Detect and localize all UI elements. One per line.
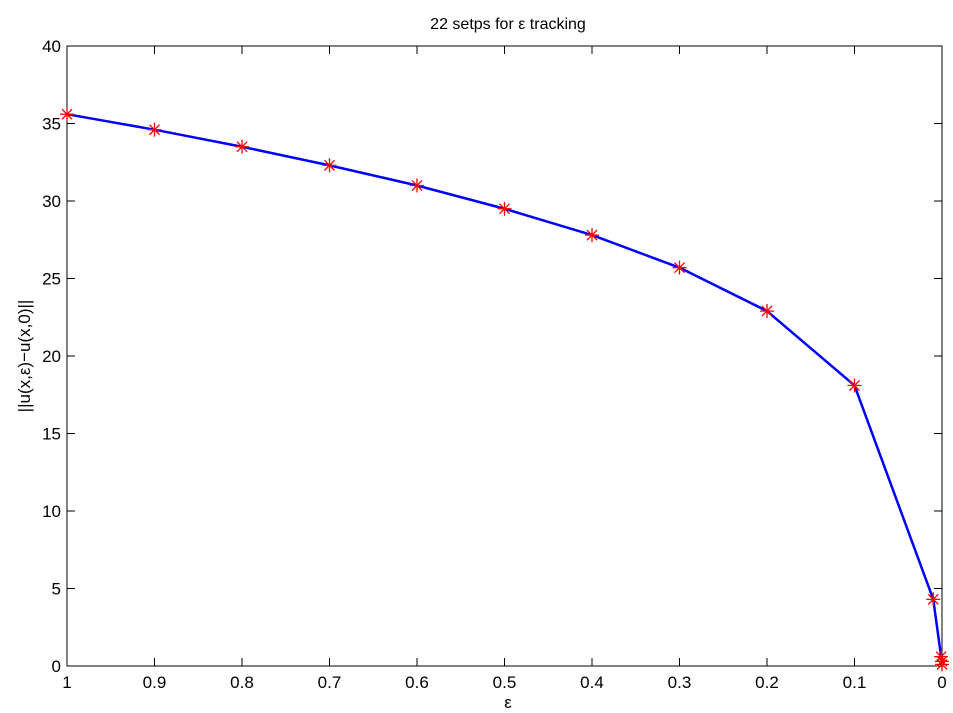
y-axis-label: ||u(x,ε)−u(x,0)|| (15, 300, 34, 413)
x-tick-label: 0.1 (843, 673, 867, 692)
data-point (497, 201, 512, 216)
data-point (585, 228, 599, 243)
x-tick-label: 0 (937, 673, 946, 692)
x-tick-label: 0.2 (755, 673, 779, 692)
data-point (60, 107, 74, 122)
y-tick-label: 25 (42, 270, 61, 289)
y-tick-label: 0 (52, 657, 61, 676)
data-point (235, 139, 249, 154)
data-point (410, 178, 424, 193)
y-tick-label: 10 (42, 502, 61, 521)
x-tick-label: 0.3 (668, 673, 692, 692)
series-layer (60, 107, 949, 672)
data-point (672, 260, 687, 275)
x-tick-label: 0.4 (580, 673, 604, 692)
series-line (66, 112, 944, 665)
data-point (926, 592, 941, 607)
data-point (760, 304, 774, 319)
y-axis: 0 5 10 15 20 25 30 35 40 (42, 37, 942, 676)
data-point (934, 657, 949, 672)
x-tick-label: 1 (62, 673, 71, 692)
y-tick-label: 15 (42, 425, 61, 444)
y-tick-label: 30 (42, 192, 61, 211)
y-tick-label: 40 (42, 37, 61, 56)
y-tick-label: 5 (52, 580, 61, 599)
y-tick-label: 35 (42, 115, 61, 134)
x-tick-label: 0.8 (230, 673, 254, 692)
y-tick-label: 20 (42, 347, 61, 366)
x-axis: 1 0.9 0.8 0.7 0.6 0.5 0.4 0.3 0.2 0.1 0 (62, 46, 947, 692)
x-tick-label: 0.7 (318, 673, 342, 692)
data-point (847, 378, 862, 393)
chart-title: 22 setps for ε tracking (430, 16, 586, 33)
data-point (147, 122, 162, 137)
x-tick-label: 0.6 (405, 673, 429, 692)
data-point (322, 158, 337, 173)
x-tick-label: 0.5 (493, 673, 517, 692)
x-tick-label: 0.9 (143, 673, 167, 692)
x-axis-label: ε (504, 693, 512, 712)
